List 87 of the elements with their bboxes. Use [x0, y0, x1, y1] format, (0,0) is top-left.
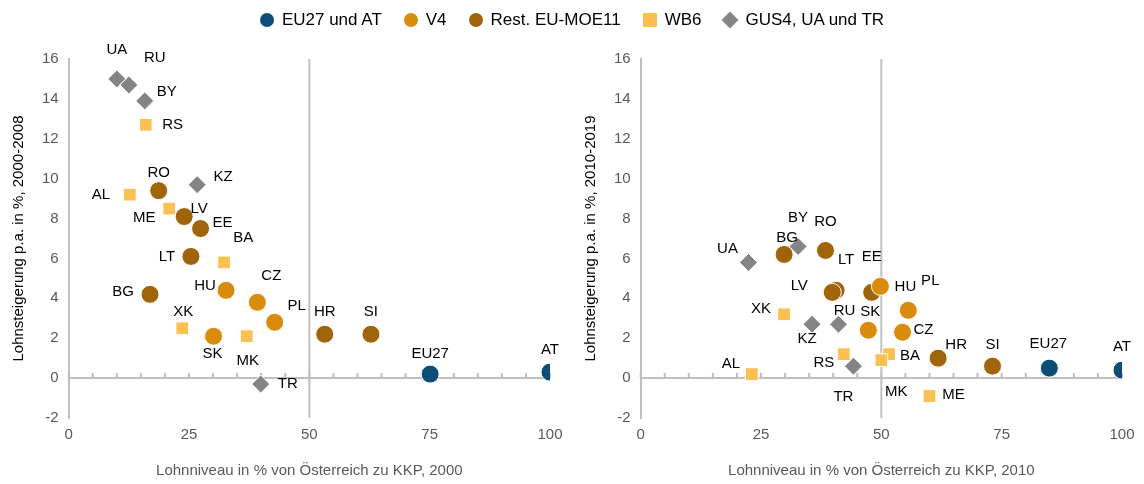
annotation: MK — [236, 351, 260, 369]
annotation: RU — [144, 48, 166, 66]
y-tick-label: 2 — [622, 328, 631, 346]
y-tick-label: 10 — [42, 168, 59, 186]
y-tick-label: 6 — [622, 248, 631, 266]
x-tick-label: 75 — [421, 425, 439, 443]
y-tick-label: 14 — [42, 89, 59, 107]
annotation: XK — [173, 302, 194, 320]
annotation: KZ — [797, 329, 817, 347]
annotation: RO — [814, 211, 837, 229]
annotation: LT — [837, 250, 855, 268]
annotation: KZ — [213, 166, 233, 184]
y-tick-label: 6 — [50, 248, 59, 266]
annotation: CZ — [261, 266, 282, 284]
annotation: MK — [885, 382, 908, 400]
legend-label: GUS4, UA und TR — [745, 10, 885, 30]
annotation: EU27 — [1029, 334, 1068, 352]
annotation: LV — [190, 198, 208, 216]
annotation: SK — [860, 302, 881, 320]
annotation: EE — [861, 247, 882, 265]
annotation: XK — [751, 299, 772, 317]
annotation: HR — [313, 302, 336, 320]
y-tick-label: 8 — [622, 208, 631, 226]
annotation: EE — [212, 212, 233, 230]
y-axis-title: Lohnsteigerung p.a. in %, 2010-2019 — [581, 115, 599, 362]
annotation: AT — [1112, 337, 1132, 355]
annotation: PL — [287, 296, 306, 314]
y-tick-label: 4 — [50, 288, 59, 306]
x-tick-label: 50 — [301, 425, 318, 443]
annotation: UA — [717, 238, 738, 256]
x-tick-label: 50 — [873, 425, 890, 443]
y-tick-label: 14 — [614, 89, 631, 107]
annotation: BY — [156, 82, 177, 100]
annotation: LV — [790, 276, 808, 294]
y-tick-label: 4 — [622, 288, 631, 306]
annotation: SK — [202, 344, 223, 362]
annotation: ME — [133, 207, 156, 225]
y-tick-label: 12 — [614, 128, 631, 146]
annotation: TR — [277, 374, 298, 392]
y-tick-label: 2 — [50, 328, 59, 346]
annotation: HU — [894, 276, 917, 294]
x-axis-title: Lohnniveau in % von Österreich zu KKP, 2010 — [728, 461, 1035, 479]
annotation: BG — [776, 227, 798, 245]
annotation: TR — [833, 387, 854, 405]
x-tick-label: 25 — [752, 425, 770, 443]
legend-label: EU27 und AT — [281, 10, 382, 30]
y-tick-label: 16 — [42, 49, 59, 67]
y-tick-label: 10 — [614, 168, 631, 186]
y-tick-label: 0 — [622, 368, 631, 386]
annotation: AL — [721, 354, 741, 372]
x-tick-label: 100 — [1109, 425, 1135, 443]
y-tick-label: 0 — [50, 368, 59, 386]
y-tick-label: -2 — [617, 408, 631, 426]
annotation: AL — [91, 184, 110, 202]
y-tick-label: 12 — [42, 128, 59, 146]
y-tick-label: 16 — [614, 49, 631, 67]
y-tick-label: -2 — [45, 408, 59, 426]
x-tick-label: 0 — [636, 425, 645, 443]
legend-label: V4 — [425, 10, 447, 30]
y-axis-title: Lohnsteigerung p.a. in %, 2000-2008 — [9, 115, 27, 362]
x-tick-label: 75 — [993, 425, 1011, 443]
annotation: RS — [813, 353, 835, 371]
x-axis-title: Lohnniveau in % von Österreich zu KKP, 2000 — [156, 461, 463, 479]
annotation: CZ — [913, 320, 934, 338]
annotation: RS — [162, 114, 184, 132]
annotation: HR — [945, 335, 968, 353]
x-tick-label: 100 — [537, 425, 563, 443]
annotation: AT — [540, 340, 560, 358]
x-tick-label: 0 — [64, 425, 73, 443]
annotation: ME — [942, 385, 965, 403]
y-tick-label: 8 — [50, 208, 59, 226]
x-tick-label: 25 — [180, 425, 198, 443]
annotation: RO — [147, 162, 170, 180]
legend-label: WB6 — [664, 10, 702, 30]
annotation: EU27 — [411, 344, 449, 362]
annotation: UA — [106, 40, 128, 58]
legend-label: Rest. EU-MOE11 — [490, 10, 621, 30]
annotation: BG — [112, 282, 134, 300]
annotation: LT — [158, 246, 176, 264]
annotation: BA — [233, 227, 254, 245]
annotation: SI — [985, 335, 1000, 353]
annotation: SI — [363, 302, 379, 320]
annotation: RU — [833, 301, 856, 319]
annotation: HU — [194, 276, 216, 294]
annotation: BY — [788, 207, 809, 225]
annotation: PL — [921, 271, 940, 289]
annotation: BA — [900, 346, 921, 364]
